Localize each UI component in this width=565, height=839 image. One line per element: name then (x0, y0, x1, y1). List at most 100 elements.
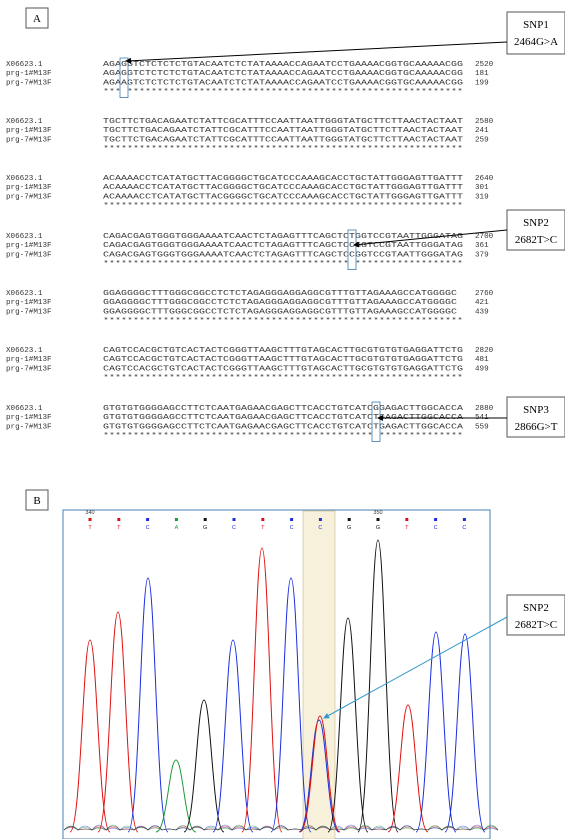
base-call: C (290, 525, 294, 531)
base-call: C (318, 525, 322, 531)
base-call: C (462, 525, 466, 531)
callout-title: SNP3 (523, 404, 549, 416)
base-marker (348, 518, 351, 521)
position: 301 (475, 184, 489, 192)
sequence-name: prg-1#M13F (6, 356, 52, 364)
position-tick: 350 (373, 510, 382, 516)
sequence-name: X06623.1 (6, 347, 43, 355)
base-marker (261, 518, 264, 521)
position: 2520 (475, 61, 494, 69)
position: 421 (475, 299, 489, 307)
position: 2880 (475, 405, 494, 413)
base-call: C (434, 525, 438, 531)
conservation: ****************************************… (103, 261, 463, 269)
base-marker (233, 518, 236, 521)
sequence-name: X06623.1 (6, 175, 43, 183)
sequence: CAGACGAGTGGGTGGGAAAATCAACTCTAGAGTTTCAGCT… (103, 251, 464, 259)
conservation: ****************************************… (103, 318, 463, 326)
base-call: G (347, 525, 351, 531)
base-marker (89, 518, 92, 521)
callout-text: 2682T>C (515, 619, 557, 631)
sequence-name: prg-7#M13F (6, 193, 52, 201)
base-marker (319, 518, 322, 521)
base-call: G (376, 525, 380, 531)
base-call: C (146, 525, 150, 531)
conservation: ****************************************… (103, 375, 463, 383)
sequence: AGAGGTCTCTCTCTGTACAATCTCTATAAAACCAGAATCC… (103, 61, 464, 69)
sequence-name: prg-7#M13F (6, 308, 52, 316)
callout-text: 2866G>T (515, 421, 558, 433)
position: 2580 (475, 118, 494, 126)
sequence: ACAAAACCTCATATGCTTACGGGGCTGCATCCCAAAGCAC… (103, 184, 464, 192)
base-marker (290, 518, 293, 521)
conservation: ****************************************… (103, 433, 463, 441)
position: 181 (475, 70, 489, 78)
callout-arrow (126, 42, 507, 61)
sequence: CAGTCCACGCTGTCACTACTCGGGTTAAGCTTTGTAGCAC… (103, 356, 464, 364)
callout-text: 2464G>A (514, 36, 558, 48)
sequence: AGAAGTCTCTCTCTGTACAATCTCTATAAAACCAGAATCC… (103, 79, 464, 87)
conservation: *** ************************************… (103, 89, 463, 97)
base-marker (405, 518, 408, 521)
callout-title: SNP1 (523, 19, 549, 31)
sequence-name: prg-7#M13F (6, 423, 52, 431)
position-tick: 340 (85, 510, 94, 516)
position: 241 (475, 127, 489, 135)
sequence-name: X06623.1 (6, 405, 43, 413)
sequence: TGCTTCTGACAGAATCTATTCGCATTTCCAATTAATTGGG… (103, 127, 464, 135)
position: 361 (475, 242, 489, 250)
position: 259 (475, 136, 489, 144)
figure: A X06623.1 AGAGGTCTCTCTCTGTACAATCTCTATAAA… (0, 0, 565, 839)
sequence-name: prg-7#M13F (6, 79, 52, 87)
sequence: GTGTGTGGGGAGCCTTCTCAATGAGAACGAGCTTCACCTG… (103, 423, 464, 431)
sequence: ACAAAACCTCATATGCTTACGGGGCTGCATCCCAAAGCAC… (103, 175, 464, 183)
sequence: TGCTTCTGACAGAATCTATTCGCATTTCCAATTAATTGGG… (103, 136, 464, 144)
position: 199 (475, 79, 489, 87)
base-marker (204, 518, 207, 521)
sequence: ACAAAACCTCATATGCTTACGGGGCTGCATCCCAAAGCAC… (103, 193, 464, 201)
position: 2820 (475, 347, 494, 355)
panel-label: B (33, 495, 40, 507)
sequence-name: prg-1#M13F (6, 127, 52, 135)
sequence: TGCTTCTGACAGAATCTATTCGCATTTCCAATTAATTGGG… (103, 118, 464, 126)
sequence-name: X06623.1 (6, 290, 43, 298)
sequence: GTGTGTGGGGAGCCTTCTCAATGAGAACGAGCTTCACCTG… (103, 405, 464, 413)
base-call: G (203, 525, 207, 531)
position: 481 (475, 356, 489, 364)
base-marker (117, 518, 120, 521)
base-call: A (175, 525, 179, 531)
position: 439 (475, 308, 489, 316)
sequence: CAGACGAGTGGGTGGGAAAATCAACTCTAGAGTTTCAGCT… (103, 242, 464, 250)
sequence: AGAGGTCTCTCTCTGTACAATCTCTATAAAACCAGAATCC… (103, 70, 464, 78)
base-marker (377, 518, 380, 521)
callout-title: SNP2 (523, 602, 549, 614)
base-marker (175, 518, 178, 521)
alignment: X06623.1 AGAGGTCTCTCTCTGTACAATCTCTATAAAAC… (6, 58, 494, 442)
position: 2760 (475, 290, 494, 298)
position: 499 (475, 365, 489, 373)
position: 379 (475, 251, 489, 259)
sequence-name: prg-1#M13F (6, 299, 52, 307)
conservation: ****************************************… (103, 203, 463, 211)
base-marker (463, 518, 466, 521)
sequence-name: prg-7#M13F (6, 365, 52, 373)
callout-text: 2682T>C (515, 234, 557, 246)
sequence-name: X06623.1 (6, 61, 43, 69)
sequence: CAGTCCACGCTGTCACTACTCGGGTTAAGCTTTGTAGCAC… (103, 347, 464, 355)
position: 2700 (475, 233, 494, 241)
page: {"panel_a": { "label": "A", "blocks": [ … (0, 0, 565, 839)
position: 319 (475, 193, 489, 201)
sequence-name: X06623.1 (6, 118, 43, 126)
sequence-name: prg-1#M13F (6, 184, 52, 192)
position: 559 (475, 423, 489, 431)
conservation: ****************************************… (103, 146, 463, 154)
base-marker (434, 518, 437, 521)
sequence: GGAGGGGCTTTGGGCGGCCTCTCTAGAGGGAGGAGGCGTT… (103, 299, 458, 307)
panel-label: A (33, 13, 41, 25)
sequence-name: prg-1#M13F (6, 414, 52, 422)
base-call: C (232, 525, 236, 531)
sequence-name: prg-1#M13F (6, 70, 52, 78)
base-marker (146, 518, 149, 521)
sequence-name: prg-7#M13F (6, 136, 52, 144)
sequence: GGAGGGGCTTTGGGCGGCCTCTCTAGAGGGAGGAGGCGTT… (103, 290, 458, 298)
